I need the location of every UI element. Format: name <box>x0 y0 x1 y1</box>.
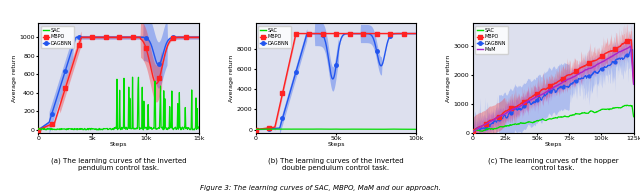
Text: (c) The learning curves of the hopper
control task.: (c) The learning curves of the hopper co… <box>488 158 618 171</box>
Y-axis label: Average return: Average return <box>228 54 234 102</box>
Legend: SAC, MBPO, DAGBNN: SAC, MBPO, DAGBNN <box>41 26 74 48</box>
Legend: SAC, MBPO, DAGBNN, MaM: SAC, MBPO, DAGBNN, MaM <box>475 26 508 54</box>
Y-axis label: Average return: Average return <box>12 54 17 102</box>
Text: Figure 3: The learning curves of SAC, MBPO, MaM and our approach.: Figure 3: The learning curves of SAC, MB… <box>200 185 440 191</box>
X-axis label: Steps: Steps <box>110 143 127 147</box>
X-axis label: Steps: Steps <box>327 143 345 147</box>
Legend: SAC, MBPO, DAGBNN: SAC, MBPO, DAGBNN <box>258 26 291 48</box>
Text: (a) The learning curves of the inverted
pendulum control task.: (a) The learning curves of the inverted … <box>51 158 187 171</box>
X-axis label: Steps: Steps <box>545 143 562 147</box>
Y-axis label: Average return: Average return <box>446 54 451 102</box>
Text: (b) The learning curves of the inverted
double pendulum control task.: (b) The learning curves of the inverted … <box>268 158 404 171</box>
